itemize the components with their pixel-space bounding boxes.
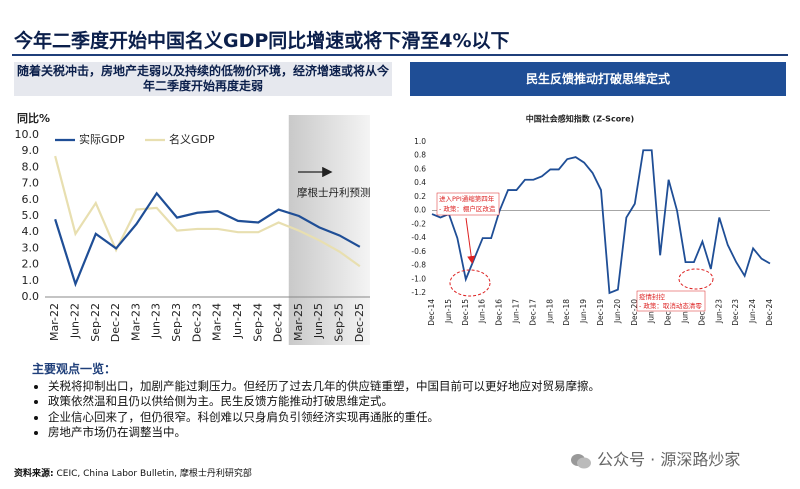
panel-header: 民生反馈推动打破思维定式	[410, 62, 786, 96]
note-item: 房地产市场仍在调整当中。	[48, 425, 600, 441]
y-tick-label: 4.0	[22, 225, 40, 238]
data-line	[431, 149, 771, 295]
x-tick-label: Mar-25	[292, 303, 305, 341]
annotation: 进入PPI通缩第四年	[439, 194, 495, 203]
y-tick-label: 6.0	[22, 193, 40, 206]
x-tick-label: Jun-24	[231, 303, 244, 339]
x-tick-label: Dec-22	[697, 299, 706, 326]
source-text: CEIC, China Labor Bulletin, 摩根士丹利研究部	[56, 469, 252, 479]
x-tick-label: Mar-23	[129, 303, 142, 341]
legend-label: 实际GDP	[79, 132, 125, 146]
x-tick-label: Jun-24	[748, 299, 757, 324]
forecast-shade	[288, 115, 370, 345]
x-tick-label: Dec-15	[461, 299, 470, 326]
x-tick-label: Jun-25	[312, 303, 325, 339]
x-tick-label: Jun-17	[512, 299, 521, 324]
notes-list: 关税将抑制出口，加剧产能过剩压力。但经历了过去几年的供应链重塑，中国目前可以更好…	[30, 379, 600, 441]
y-tick-label: -0.8	[411, 261, 426, 270]
x-tick-label: Mar-24	[211, 303, 224, 341]
y-tick-label: 0.2	[414, 192, 426, 201]
y-tick-label: 1.0	[414, 137, 426, 146]
note-item: 政策依然温和且仍以供给侧为主。民生反馈方能推动打破思维定式。	[48, 394, 600, 410]
x-tick-label: Jun-18	[545, 299, 554, 324]
y-tick-label: 2.0	[22, 258, 40, 271]
legend-label: 名义GDP	[169, 132, 215, 146]
y-tick-label: -0.6	[411, 247, 426, 256]
charts: 0.0 1.0 2.0 3.0 4.0 5.0 6.0 7.0 8.0 9.0 10.0 Mar-22…	[15, 111, 774, 345]
source: 资料来源: CEIC, China Labor Bulletin, 摩根士丹利研…	[14, 466, 252, 479]
x-tick-label: Jun-23	[150, 303, 163, 339]
annotation-circle	[678, 268, 714, 290]
y-tick-label: 7.0	[22, 177, 40, 190]
y-tick-label: 0.0	[414, 206, 426, 215]
title-rule	[12, 54, 788, 56]
y-tick-label: -1.2	[411, 288, 426, 297]
x-tick-label: Dec-20	[630, 299, 639, 326]
x-tick-label: Dec-25	[353, 303, 366, 342]
watermark-text: 公众号 · 源深路炒家	[597, 450, 741, 469]
y-tick-label: 10.0	[15, 128, 40, 141]
annotation-circle	[449, 269, 491, 297]
y-axis-label: 同比%	[17, 111, 50, 125]
x-tick-label: Jun-20	[613, 299, 622, 324]
panel-header: 随着关税冲击，房地产走弱以及持续的低物价环境，经济增速或将从今年二季度开始再度走…	[14, 62, 392, 96]
annotation: - 政策：取消动态清零	[639, 301, 702, 310]
annotation: 摩根士丹利预测	[297, 186, 371, 199]
x-tick-label: Dec-17	[528, 299, 537, 326]
x-tick-label: Jun-22	[681, 299, 690, 324]
y-tick-label: 0.6	[414, 164, 426, 173]
data-line	[54, 155, 361, 268]
y-tick-label: 5.0	[22, 209, 40, 222]
x-tick-label: Jun-19	[579, 299, 588, 324]
x-tick-label: Sep-24	[251, 303, 264, 342]
data-line	[54, 191, 361, 288]
x-tick-label: Jun-15	[444, 299, 453, 324]
notes-title: 主要观点一览：	[32, 362, 117, 376]
y-tick-label: 0.8	[414, 151, 426, 160]
x-tick-label: Dec-21	[664, 299, 673, 326]
annotation-box	[436, 192, 500, 216]
note-item: 企业信心回来了，但仍很窄。科创难以只身肩负引领经济实现再通胀的重任。	[48, 410, 600, 426]
chart-title: 中国社会感知指数 (Z-Score)	[526, 114, 634, 124]
x-tick-label: Dec-19	[596, 299, 605, 326]
x-tick-label: Dec-22	[109, 303, 122, 342]
x-tick-label: Jun-21	[647, 299, 656, 324]
x-tick-label: Dec-24	[765, 299, 774, 326]
watermark: 公众号 · 源深路炒家	[570, 446, 740, 470]
y-tick-label: -0.2	[411, 219, 426, 228]
x-tick-label: Mar-22	[48, 303, 61, 341]
x-tick-label: Sep-22	[89, 303, 102, 342]
y-tick-label: 0.4	[414, 178, 426, 187]
wechat-icon	[571, 453, 591, 468]
annotation: - 政策：棚户区改造	[439, 204, 496, 213]
y-tick-label: 8.0	[22, 160, 40, 173]
source-label: 资料来源:	[14, 469, 54, 479]
annotation: 疫情封控	[639, 292, 666, 301]
y-tick-label: 0.0	[22, 290, 40, 303]
y-tick-label: -0.4	[411, 233, 426, 242]
annotation-box	[636, 290, 706, 312]
x-tick-label: Jun-23	[714, 299, 723, 324]
y-tick-label: 9.0	[22, 144, 40, 157]
page-title: 今年二季度开始中国名义GDP同比增速或将下滑至4%以下	[14, 30, 510, 52]
x-tick-label: Dec-14	[427, 299, 436, 326]
x-tick-label: Dec-23	[190, 303, 203, 342]
note-item: 关税将抑制出口，加剧产能过剩压力。但经历了过去几年的供应链重塑，中国目前可以更好…	[48, 379, 600, 395]
x-tick-label: Dec-24	[272, 303, 285, 342]
x-tick-label: Jun-16	[478, 299, 487, 324]
y-tick-label: -1.0	[411, 274, 426, 283]
notes: 主要观点一览： 关税将抑制出口，加剧产能过剩压力。但经历了过去几年的供应链重塑，…	[30, 362, 600, 441]
x-tick-label: Dec-18	[562, 299, 571, 326]
y-tick-label: 3.0	[22, 241, 40, 254]
x-tick-label: Jun-22	[68, 303, 81, 339]
y-tick-label: 1.0	[22, 274, 40, 287]
x-tick-label: Sep-25	[333, 303, 346, 342]
x-tick-label: Dec-16	[495, 299, 504, 326]
x-tick-label: Sep-23	[170, 303, 183, 342]
annotation-arrow	[465, 217, 476, 264]
x-tick-label: Dec-23	[731, 299, 740, 326]
